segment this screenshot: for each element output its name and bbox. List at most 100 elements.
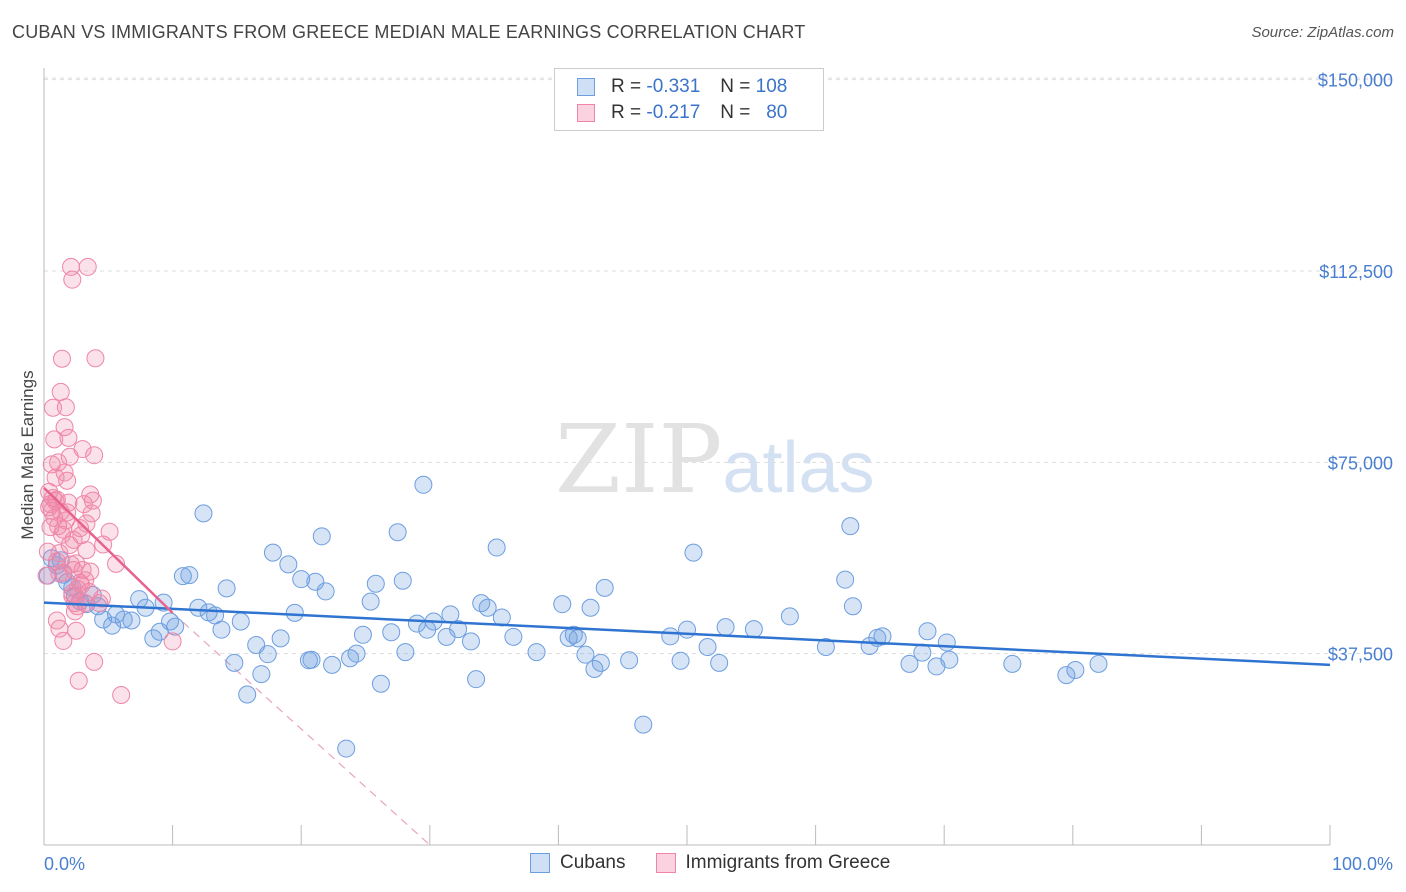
source-label: Source: ZipAtlas.com — [1251, 24, 1394, 41]
greece-point — [112, 685, 131, 704]
cubans-point — [238, 685, 257, 704]
swatch-cubans — [530, 853, 550, 873]
greece-point — [92, 589, 111, 608]
cubans-point — [225, 653, 244, 672]
y-tick-label: $150,000 — [1318, 71, 1393, 91]
cubans-point — [873, 627, 892, 646]
cubans-point — [166, 617, 185, 636]
cubans-point — [312, 527, 331, 546]
cubans-point — [122, 611, 141, 630]
cubans-point — [595, 578, 614, 597]
greece-point — [45, 430, 64, 449]
cubans-point — [366, 574, 385, 593]
watermark-zip: ZIP — [555, 405, 723, 515]
cubans-point — [698, 638, 717, 657]
cubans-point — [103, 616, 122, 635]
legend-row-cubans: R = -0.331 N = 108 — [577, 74, 787, 100]
cubans-point — [841, 517, 860, 536]
cubans-point — [382, 623, 401, 642]
cubans-point — [396, 643, 415, 662]
cubans-point — [634, 715, 653, 734]
greece-point — [86, 349, 105, 368]
cubans-point — [461, 632, 480, 651]
legend-swatch-blue — [577, 78, 595, 96]
greece-point — [72, 576, 91, 595]
cubans-point — [918, 622, 937, 641]
y-tick-label: $112,500 — [1319, 262, 1393, 282]
legend-item-greece[interactable]: Immigrants from Greece — [655, 852, 891, 874]
greece-trend-dashed — [172, 612, 431, 846]
greece-point — [42, 501, 61, 520]
legend-r-value: -0.217 — [646, 102, 701, 123]
greece-point — [46, 468, 65, 487]
cubans-point — [302, 650, 321, 669]
legend-n-label: N = — [720, 76, 751, 97]
watermark-atlas: atlas — [722, 428, 875, 508]
greece-point — [44, 398, 63, 417]
greece-point — [51, 382, 70, 401]
grid-lines — [44, 77, 1395, 655]
greece-point — [49, 453, 68, 472]
cubans-point — [279, 555, 298, 574]
zipatlas-watermark: ZIPatlas — [555, 405, 875, 515]
cubans-point — [744, 620, 763, 639]
cubans-point — [347, 644, 366, 663]
cubans-point — [194, 504, 213, 523]
legend-r-label: R = — [611, 76, 642, 97]
greece-point — [56, 398, 75, 417]
x-tick-label-start: 0.0% — [44, 854, 85, 874]
cubans-point — [323, 655, 342, 674]
greece-point — [69, 671, 88, 690]
x-tick-labels: 0.0% 100.0% — [44, 854, 1393, 874]
correlation-legend: R = -0.331 N = 108 R = -0.217 N = 80 — [554, 68, 824, 131]
greece-point — [85, 652, 104, 671]
legend-n-value: 80 — [766, 102, 788, 123]
cubans-point — [252, 665, 271, 684]
cubans-point — [337, 739, 356, 758]
cubans-point — [684, 543, 703, 562]
cubans-point — [467, 670, 486, 689]
x-tick-label-end: 100.0% — [1332, 854, 1393, 874]
cubans-point — [559, 628, 578, 647]
cubans-point — [553, 595, 572, 614]
cubans-point — [263, 543, 282, 562]
legend-label-greece: Immigrants from Greece — [685, 852, 891, 873]
cubans-point — [285, 603, 304, 622]
greece-trend-extension — [172, 612, 431, 846]
cubans-point — [780, 607, 799, 626]
cubans-point — [937, 633, 956, 652]
greece-point — [82, 504, 101, 523]
cubans-point — [258, 645, 277, 664]
cubans-points — [38, 475, 1108, 758]
cubans-point — [671, 651, 690, 670]
greece-point — [73, 440, 92, 459]
cubans-point — [576, 645, 595, 664]
cubans-point — [472, 594, 491, 613]
trend-lines — [43, 486, 1331, 667]
cubans-point — [393, 571, 412, 590]
cubans-point — [114, 610, 133, 629]
legend-n-label: N = — [720, 102, 751, 123]
cubans-point — [1066, 660, 1085, 679]
cubans-point — [478, 598, 497, 617]
legend-item-cubans[interactable]: Cubans — [530, 852, 626, 874]
greece-point — [73, 560, 92, 579]
cubans-point — [189, 598, 208, 617]
greece-point — [100, 522, 119, 541]
cubans-point — [710, 653, 729, 672]
greece-point — [85, 446, 104, 465]
cubans-point — [180, 566, 199, 585]
cubans-point — [900, 654, 919, 673]
legend-swatch-pink — [577, 104, 595, 122]
cubans-point — [1089, 654, 1108, 673]
cubans-point — [212, 620, 231, 639]
cubans-point — [353, 625, 372, 644]
cubans-point — [843, 597, 862, 616]
cubans-point — [449, 620, 468, 639]
greece-point — [71, 519, 90, 538]
cubans-point — [487, 538, 506, 557]
cubans-point — [144, 629, 163, 648]
greece-point — [65, 602, 84, 621]
cubans-point — [388, 523, 407, 542]
greece-point — [58, 503, 77, 522]
